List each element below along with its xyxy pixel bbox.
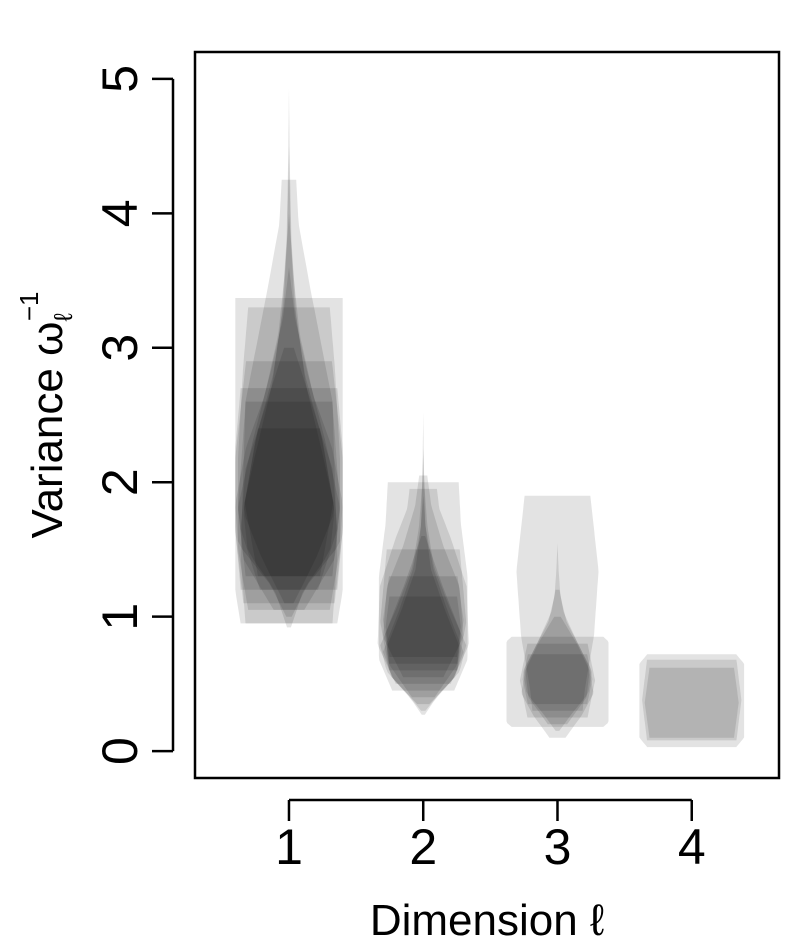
x-axis: 1 2 3 4	[275, 798, 706, 875]
violin-2-3	[383, 475, 464, 678]
violin-layer	[235, 88, 745, 748]
y-axis-title-main: Variance ω	[23, 322, 72, 539]
violin-3-5	[522, 654, 593, 705]
y-axis: 0 1 2 3 4 5	[92, 65, 175, 765]
violin-3-1	[516, 495, 599, 711]
violin-2-9	[383, 495, 464, 705]
y-axis-title: Variance ωℓ −1	[14, 291, 78, 538]
x-tick-label: 2	[409, 819, 437, 875]
violin-3-4	[519, 643, 596, 718]
violin-1-3	[238, 307, 340, 610]
violin-group-4	[639, 654, 745, 748]
violin-1-11	[240, 347, 338, 590]
violin-group-3	[506, 495, 609, 738]
violin-3-7	[525, 616, 590, 725]
violin-1-1	[235, 298, 343, 624]
violin-1-5	[235, 388, 343, 590]
violin-2-4	[380, 549, 467, 671]
y-tick-label: 0	[92, 737, 148, 765]
violin-3-6	[523, 542, 592, 731]
violin-4-1	[639, 654, 745, 748]
violin-4-2	[642, 659, 742, 741]
violin-2-2	[377, 488, 469, 684]
violin-1-12	[244, 428, 334, 577]
violin-1-9	[238, 267, 340, 610]
violin-2-8	[386, 412, 460, 715]
x-tick-label: 3	[544, 819, 572, 875]
y-tick-label: 3	[92, 334, 148, 362]
violin-2-5	[383, 576, 464, 664]
violin-3-2	[506, 636, 609, 727]
violin-1-7	[235, 213, 343, 617]
violin-group-1	[235, 88, 343, 628]
violin-1-2	[240, 179, 338, 624]
violin-2-7	[380, 448, 467, 711]
y-axis-title-superscript: −1	[14, 291, 44, 321]
violin-2-10	[385, 536, 461, 698]
violin-1-6	[238, 401, 340, 577]
y-tick-label: 4	[92, 199, 148, 227]
x-axis-title: Dimension ℓ	[370, 896, 604, 945]
violin-3-3	[521, 589, 594, 738]
violin-2-6	[385, 596, 461, 657]
x-tick-label: 1	[275, 819, 303, 875]
violin-1-8	[243, 88, 335, 628]
plot-frame	[193, 50, 781, 780]
violin-2-1	[378, 482, 468, 691]
x-tick-label: 4	[678, 819, 706, 875]
y-axis-title-subscript: ℓ	[48, 313, 78, 322]
violin-1-10	[244, 146, 334, 604]
y-tick-label: 5	[92, 65, 148, 93]
violin-group-2	[377, 412, 469, 715]
y-tick-label: 1	[92, 603, 148, 631]
violin-4-3	[644, 667, 739, 738]
y-tick-label: 2	[92, 468, 148, 496]
violin-1-4	[235, 361, 343, 604]
